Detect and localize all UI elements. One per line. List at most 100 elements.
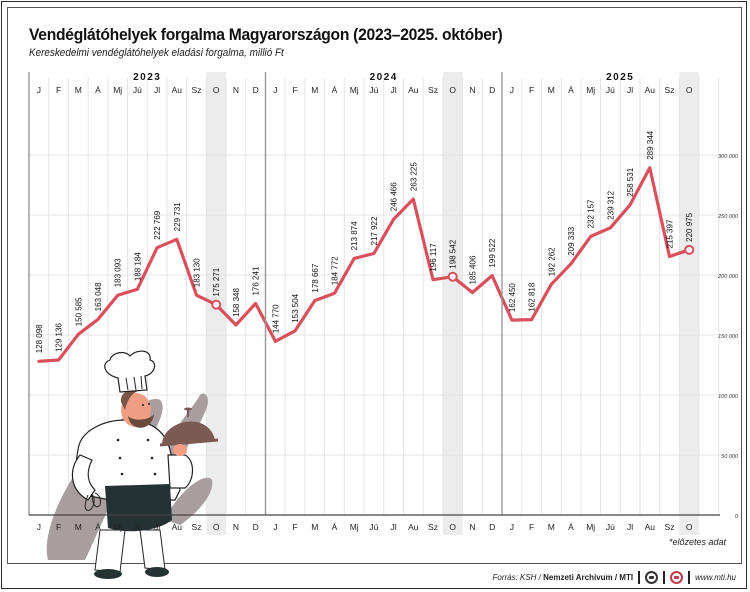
chef-face-icon [121, 393, 151, 427]
value-label: 158 348 [232, 288, 241, 317]
month-label: M [311, 522, 318, 532]
month-label: Jú [369, 522, 378, 532]
month-label: Au [172, 522, 183, 532]
value-label: 220 975 [685, 212, 694, 241]
month-label: Jl [627, 85, 633, 95]
month-label: Sz [665, 522, 675, 532]
y-tick-label: 250 000 [717, 214, 739, 220]
value-label: 192 262 [547, 247, 556, 276]
month-label: O [213, 85, 220, 95]
chef-apron-icon [105, 484, 172, 532]
value-label: 183 130 [193, 258, 202, 287]
month-label: Á [95, 522, 101, 532]
source-text: Forrás: KSH / Nemzeti Archívum / MTI [492, 573, 634, 582]
value-label: 196 117 [429, 243, 438, 272]
axes: 0 50 000 100 000 150 000 200 000 250 000 300 0… [28, 72, 739, 532]
value-label: 153 504 [291, 293, 300, 322]
month-label: Jl [627, 522, 633, 532]
data-line [37, 166, 695, 363]
month-label: Mj [586, 522, 595, 532]
month-label: N [469, 85, 475, 95]
page-title: Vendéglátóhelyek forgalma Magyarországon… [29, 25, 503, 44]
month-label: O [686, 85, 693, 95]
value-label: 209 333 [567, 226, 576, 255]
value-label: 263 225 [409, 162, 418, 191]
y-tick-label: 100 000 [718, 394, 739, 400]
value-label: 162 450 [508, 283, 517, 312]
value-label: 185 406 [468, 255, 477, 284]
month-label: Jl [154, 85, 160, 95]
month-label: Sz [665, 85, 675, 95]
chef-illustration [46, 350, 219, 579]
cloche-icon [162, 421, 215, 445]
website-link[interactable]: www.mti.hu [695, 573, 736, 582]
month-label: Au [172, 85, 183, 95]
october-highlight [679, 72, 700, 535]
month-label: Á [95, 85, 101, 95]
chef-hat-icon [104, 350, 156, 393]
value-label: 232 157 [587, 199, 596, 228]
month-label: Sz [192, 85, 202, 95]
value-label: 129 136 [55, 323, 64, 352]
grid [29, 78, 720, 515]
year-label: 2024 [370, 72, 398, 83]
month-label: D [253, 522, 259, 532]
month-label: Á [568, 85, 574, 95]
value-label: 188 184 [133, 252, 142, 281]
month-label: Jú [369, 85, 378, 95]
value-label: 217 922 [370, 216, 379, 245]
month-label: Jú [606, 85, 615, 95]
chef-shoe-icon [94, 569, 122, 579]
month-label: Mj [113, 522, 122, 532]
month-label: F [56, 522, 61, 532]
preliminary-point-marker [447, 271, 458, 282]
month-label: O [686, 522, 693, 532]
chef-hand-icon [173, 444, 187, 456]
preliminary-point-marker [211, 299, 222, 310]
chef-arm-icon [71, 454, 96, 501]
value-label: 229 731 [173, 202, 182, 231]
chef-beard-icon [128, 414, 154, 428]
chart-frame [7, 7, 742, 564]
month-label: F [529, 522, 534, 532]
value-label: 144 770 [271, 304, 280, 333]
month-label: J [510, 522, 514, 532]
mti-logo-icon [645, 571, 659, 584]
month-label: O [213, 522, 220, 532]
chef-hair-icon [120, 389, 140, 410]
month-label: F [56, 85, 61, 95]
month-label: F [292, 85, 297, 95]
revenue-line [37, 166, 691, 363]
month-label: Jú [133, 522, 142, 532]
value-label: 198 542 [449, 239, 458, 268]
month-label: Sz [428, 85, 438, 95]
month-label: J [273, 522, 277, 532]
month-label: Jú [606, 522, 615, 532]
month-label: M [75, 85, 82, 95]
divider [663, 571, 666, 584]
month-label: Jl [391, 85, 397, 95]
month-label: Au [408, 85, 419, 95]
y-tick-label: 300 000 [718, 154, 739, 160]
whisk-icon [84, 492, 101, 511]
month-label: Jú [133, 85, 142, 95]
month-label: Á [332, 522, 338, 532]
value-label: 199 522 [488, 238, 497, 267]
chef-arm-icon [167, 454, 194, 489]
month-label: N [469, 522, 475, 532]
value-label: 176 241 [252, 266, 261, 295]
value-label: 178 667 [311, 263, 320, 292]
month-label: M [548, 522, 555, 532]
month-label: Á [568, 522, 574, 532]
value-label: 258 531 [626, 167, 635, 196]
month-label: Á [332, 85, 338, 95]
footer: Forrás: KSH / Nemzeti Archívum / MTI www… [492, 571, 736, 584]
month-label: F [529, 85, 534, 95]
year-label: 2023 [133, 72, 161, 83]
month-label: Mj [113, 85, 122, 95]
footnote: *előzetes adat [668, 537, 726, 547]
value-label: 128 098 [35, 324, 44, 353]
mti-red-logo-icon [670, 571, 684, 584]
october-highlight [442, 72, 463, 535]
